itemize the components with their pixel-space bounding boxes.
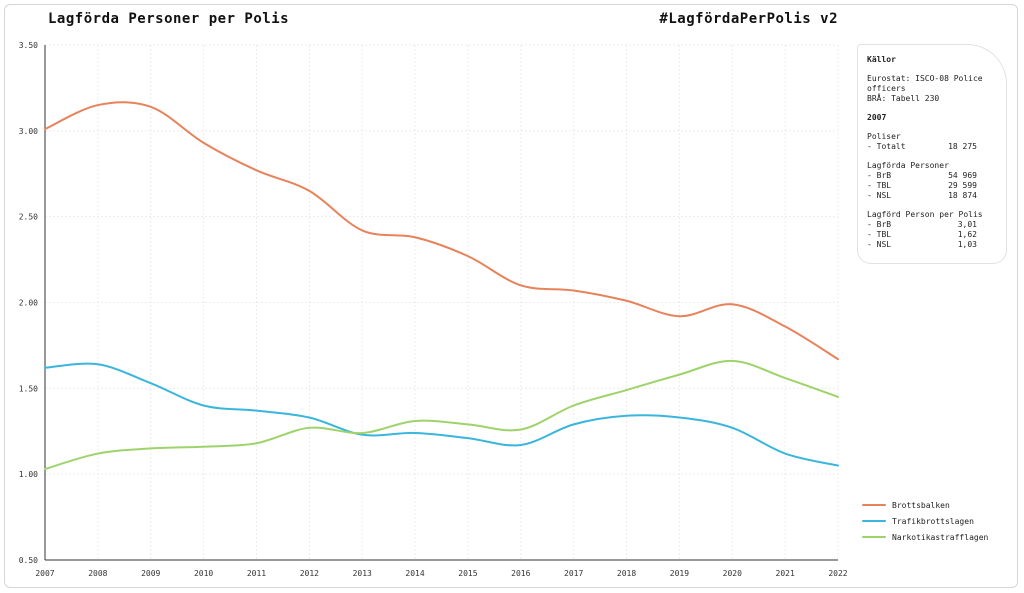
persons-row: - BrB 54 969 — [867, 171, 997, 181]
persons-block: Lagförda Personer - BrB 54 969 - TBL 29 59… — [867, 161, 997, 201]
x-tick-label: 2016 — [511, 569, 530, 578]
x-tick-label: 2017 — [564, 569, 583, 578]
sources-panel: Källor Eurostat: ISCO-08 Police officers… — [857, 44, 1007, 264]
row-value: 1,62 — [957, 230, 977, 239]
series-line-trafikbrottslagen — [44, 362, 839, 467]
chart-title: Lagförda Personer per Polis — [48, 11, 290, 27]
police-block: Poliser - Totalt 18 275 — [867, 132, 997, 152]
y-tick-label: 3.00 — [19, 127, 38, 136]
sources-heading: Källor — [867, 55, 896, 64]
row-value: 1,03 — [957, 240, 977, 249]
y-tick-label: 1.50 — [19, 384, 38, 393]
year-heading: 2007 — [867, 113, 887, 122]
ratio-row: - TBL 1,62 — [867, 230, 997, 240]
y-tick-label: 1.00 — [19, 470, 38, 479]
row-label: - BrB — [867, 171, 892, 180]
y-tick-label: 2.00 — [19, 299, 38, 308]
row-label: - NSL — [867, 191, 892, 200]
x-tick-label: 2010 — [194, 569, 213, 578]
row-label: - Totalt — [867, 142, 906, 151]
persons-heading: Lagförda Personer — [867, 161, 949, 170]
chart-frame — [4, 4, 1018, 588]
sources-text: Eurostat: ISCO-08 Police officers BRÅ: T… — [867, 74, 997, 104]
x-tick-label: 2020 — [723, 569, 742, 578]
persons-row: - TBL 29 599 — [867, 181, 997, 191]
row-value: 18 275 — [948, 142, 977, 151]
row-label: - TBL — [867, 181, 892, 190]
x-tick-label: 2015 — [458, 569, 477, 578]
row-value: 3,01 — [957, 220, 977, 229]
x-tick-label: 2012 — [300, 569, 319, 578]
series-line-narkotikastrafflagen — [44, 359, 839, 471]
legend-label: Narkotikastrafflagen — [892, 532, 989, 542]
source-eurostat: Eurostat: ISCO-08 Police officers — [867, 74, 983, 93]
ratio-heading: Lagförd Person per Polis — [867, 210, 983, 219]
x-tick-label: 2009 — [141, 569, 160, 578]
x-tick-label: 2007 — [35, 569, 54, 578]
row-value: 29 599 — [948, 181, 977, 190]
series-line-brottsbalken — [44, 101, 839, 361]
x-tick-label: 2021 — [776, 569, 795, 578]
police-heading: Poliser — [867, 132, 901, 141]
ratio-row: - NSL 1,03 — [867, 240, 997, 250]
x-tick-label: 2011 — [247, 569, 266, 578]
x-tick-label: 2013 — [353, 569, 372, 578]
row-value: 54 969 — [948, 171, 977, 180]
y-tick-label: 3.50 — [19, 41, 38, 50]
ratio-row: - BrB 3,01 — [867, 220, 997, 230]
row-label: - TBL — [867, 230, 892, 239]
legend-item-brottsbalken[interactable]: Brottsbalken — [862, 497, 988, 513]
chart-legend: Brottsbalken Trafikbrottslagen Narkotika… — [862, 497, 988, 545]
y-tick-label: 0.50 — [19, 556, 38, 565]
ratio-block: Lagförd Person per Polis - BrB 3,01 - TBL… — [867, 210, 997, 250]
x-tick-label: 2019 — [670, 569, 689, 578]
legend-swatch — [862, 520, 886, 522]
legend-label: Trafikbrottslagen — [892, 516, 974, 526]
police-row: - Totalt 18 275 — [867, 142, 997, 152]
legend-swatch — [862, 536, 886, 538]
row-value: 18 874 — [948, 191, 977, 200]
x-tick-label: 2008 — [88, 569, 107, 578]
legend-item-trafikbrottslagen[interactable]: Trafikbrottslagen — [862, 513, 988, 529]
persons-row: - NSL 18 874 — [867, 191, 997, 201]
x-tick-label: 2014 — [405, 569, 424, 578]
legend-item-narkotikastrafflagen[interactable]: Narkotikastrafflagen — [862, 529, 988, 545]
x-tick-label: 2022 — [828, 569, 847, 578]
legend-label: Brottsbalken — [892, 500, 950, 510]
row-label: - NSL — [867, 240, 892, 249]
y-tick-label: 2.50 — [19, 213, 38, 222]
legend-swatch — [862, 504, 886, 506]
x-tick-label: 2018 — [617, 569, 636, 578]
source-bra: BRÅ: Tabell 230 — [867, 94, 940, 103]
hashtag-label: #LagfördaPerPolis v2 — [659, 11, 838, 27]
row-label: - BrB — [867, 220, 892, 229]
